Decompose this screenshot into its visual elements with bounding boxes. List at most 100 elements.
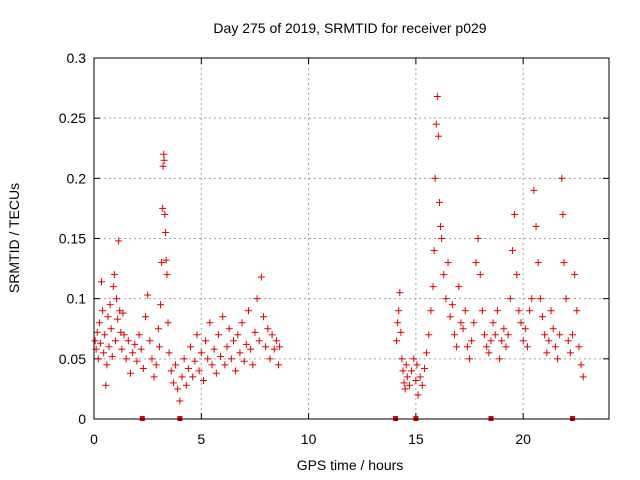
data-point (119, 309, 127, 317)
data-point (247, 345, 255, 353)
data-point (101, 331, 109, 339)
x-tick-label: 10 (301, 431, 317, 447)
data-point (577, 361, 585, 369)
data-point (161, 228, 169, 236)
data-point (276, 343, 284, 351)
data-point (109, 283, 117, 291)
data-point (268, 331, 276, 339)
data-point (558, 174, 566, 182)
data-point (569, 331, 577, 339)
data-point (208, 361, 216, 369)
data-point (425, 331, 433, 339)
data-point (100, 349, 108, 357)
data-point (98, 278, 106, 286)
data-point (108, 352, 116, 360)
data-point (394, 319, 402, 327)
data-point (420, 364, 428, 372)
data-point (427, 307, 435, 315)
data-point (444, 259, 452, 267)
data-point (461, 307, 469, 315)
data-point (217, 352, 225, 360)
data-point (403, 373, 411, 381)
data-point (163, 271, 171, 279)
data-point (506, 295, 514, 303)
data-point (549, 325, 557, 333)
data-point (96, 339, 104, 347)
data-point (541, 331, 549, 339)
data-point (493, 307, 501, 315)
data-point (197, 349, 205, 357)
data-point (562, 295, 570, 303)
data-point (120, 331, 128, 339)
data-point (566, 349, 574, 357)
data-point (262, 343, 270, 351)
data-point (144, 291, 152, 299)
data-point (511, 210, 519, 218)
data-point (551, 343, 559, 351)
data-point (442, 295, 450, 303)
grid (94, 58, 609, 419)
data-point (468, 337, 476, 345)
data-point (111, 337, 119, 345)
data-point (219, 313, 227, 321)
data-point (105, 343, 113, 351)
data-point (131, 340, 139, 348)
data-point (107, 325, 115, 333)
data-point (470, 319, 478, 327)
data-point (195, 367, 203, 375)
data-point (405, 381, 413, 389)
data-point (204, 355, 212, 363)
data-point (559, 210, 567, 218)
data-point (160, 150, 168, 158)
data-point (418, 381, 426, 389)
data-point (180, 355, 188, 363)
data-point (396, 289, 404, 297)
y-tick-label: 0.2 (67, 170, 87, 186)
data-point (515, 307, 523, 315)
data-point (206, 319, 214, 327)
data-point (236, 349, 244, 357)
data-point (413, 361, 421, 369)
data-point (438, 235, 446, 242)
y-tick-label: 0.25 (59, 110, 86, 126)
data-point (227, 355, 235, 363)
data-point (157, 301, 165, 309)
data-point (395, 307, 403, 315)
data-point (526, 307, 534, 315)
data-point (463, 343, 471, 351)
data-point (202, 337, 210, 345)
data-point (240, 357, 248, 365)
data-point (554, 355, 561, 363)
data-point (579, 373, 587, 381)
data-point (212, 369, 220, 377)
data-point (400, 379, 408, 387)
data-point (214, 331, 222, 339)
data-point (94, 355, 102, 363)
x-axis-title: GPS time / hours (297, 457, 404, 473)
data-point (191, 357, 199, 365)
data-point (431, 174, 439, 182)
data-point (455, 283, 463, 291)
data-point (423, 349, 431, 357)
y-axis-title: SRMTID / TECUs (6, 183, 22, 293)
data-point (234, 331, 242, 339)
data-point (448, 301, 456, 309)
data-point (182, 381, 190, 389)
data-point (401, 385, 409, 393)
data-point (472, 259, 480, 267)
data-point (223, 343, 231, 351)
data-point (491, 331, 499, 339)
data-point (260, 313, 268, 321)
data-point (174, 385, 182, 393)
data-point (118, 345, 126, 353)
data-point (453, 343, 461, 351)
data-point (110, 271, 118, 279)
data-point (487, 337, 495, 345)
data-point (115, 237, 123, 245)
data-point (430, 247, 438, 255)
data-point (476, 271, 484, 279)
data-point (238, 319, 246, 327)
data-point (398, 355, 406, 363)
x-axis-ticks: 0 5 10 15 20 (90, 58, 531, 447)
data-point (193, 331, 201, 339)
